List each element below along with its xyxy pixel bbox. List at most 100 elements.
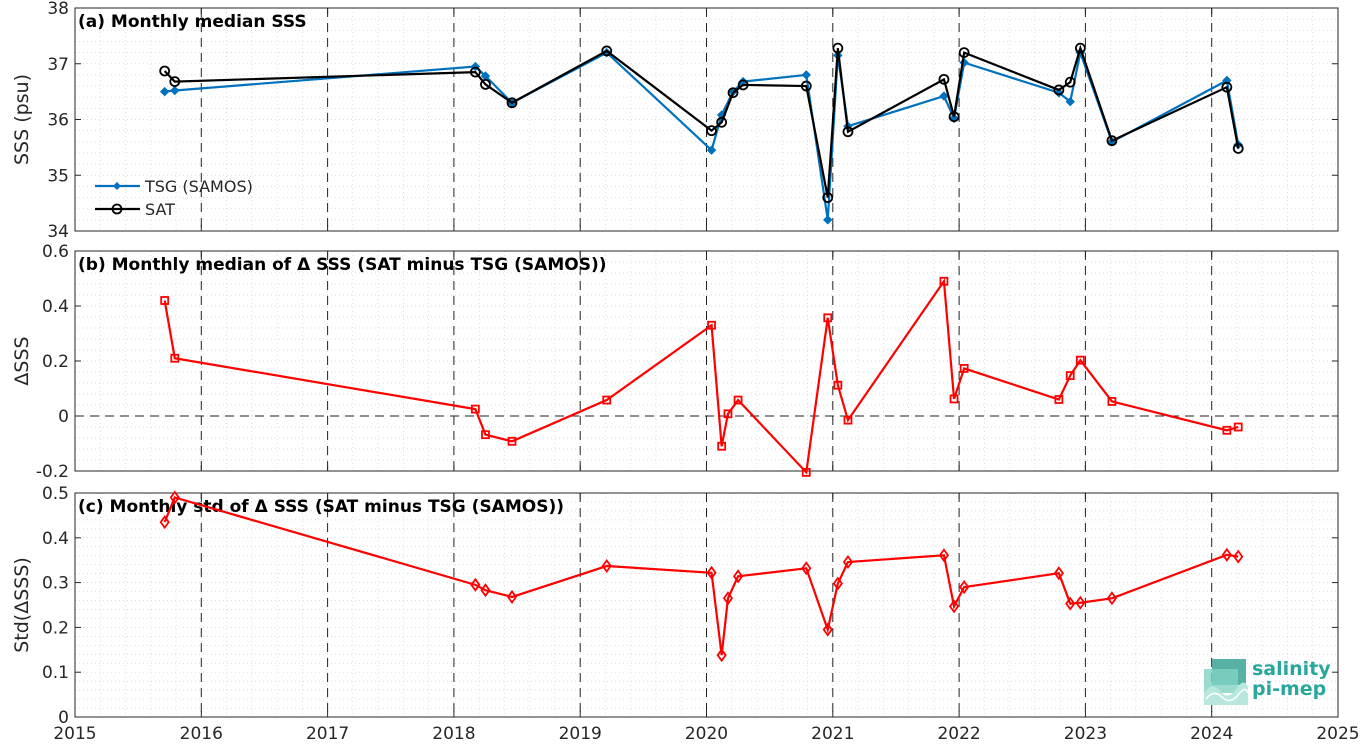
data-point — [602, 395, 612, 405]
data-point — [1106, 135, 1118, 147]
data-point — [1054, 395, 1064, 404]
data-point — [727, 87, 739, 99]
data-point — [506, 97, 518, 109]
data-point — [1053, 84, 1065, 96]
y-tick-label: 0.1 — [42, 663, 69, 683]
data-point — [1107, 397, 1117, 406]
data-point — [170, 85, 180, 96]
data-point — [959, 580, 970, 595]
data-point — [469, 66, 481, 78]
y-axis-label: SSS (psu) — [11, 74, 33, 165]
y-tick-label: 38 — [47, 0, 69, 19]
data-point — [169, 76, 181, 87]
data-point — [1065, 596, 1076, 611]
data-point — [842, 126, 854, 138]
y-tick-label: 0.6 — [42, 242, 69, 262]
x-tick-label: 2023 — [1064, 724, 1107, 744]
x-tick-label: 2024 — [1190, 724, 1233, 744]
y-tick-label: 37 — [47, 55, 69, 75]
data-point — [823, 215, 833, 225]
wave-logo-icon — [1204, 659, 1249, 705]
data-point — [823, 313, 833, 323]
legend-label: SAT — [145, 200, 175, 219]
data-point — [601, 558, 612, 574]
data-point — [723, 409, 733, 419]
data-point — [939, 91, 949, 101]
data-point — [958, 47, 970, 58]
x-tick-label: 2016 — [180, 724, 223, 744]
data-point — [601, 45, 613, 57]
panel-title: (b) Monthly median of Δ SSS (SAT minus T… — [78, 255, 607, 275]
data-point — [170, 353, 180, 363]
y-tick-label: 0.3 — [42, 574, 69, 594]
panel-b-delta-sss: -0.2 0 0.2 0.4 0.6 ΔSSS (b) Monthly median of … — [11, 242, 1339, 482]
data-point — [1053, 566, 1064, 581]
x-tick-label: 2020 — [685, 724, 728, 744]
data-point — [159, 86, 170, 97]
data-point — [737, 79, 749, 91]
data-point — [706, 565, 717, 580]
y-axis-label: ΔSSS — [11, 336, 33, 385]
data-point — [1074, 42, 1086, 54]
data-point — [938, 548, 950, 563]
legend-marker — [111, 203, 123, 215]
x-tick-label: 2025 — [1316, 724, 1359, 744]
data-point — [938, 73, 950, 85]
data-point — [949, 394, 959, 404]
data-point — [801, 70, 811, 80]
data-point — [948, 599, 960, 614]
data-point — [1064, 76, 1076, 88]
data-point — [800, 80, 812, 92]
data-point — [801, 561, 812, 576]
y-tick-label: 0 — [58, 708, 69, 728]
x-tick-label: 2021 — [811, 724, 854, 744]
data-point — [159, 65, 171, 77]
logo-text-pi-mep: pi-mep — [1252, 678, 1327, 700]
legend-label: TSG (SAMOS) — [144, 177, 253, 196]
salinity-pi-mep-logo: salinity pi-mep — [1202, 657, 1342, 707]
x-tick-label: 2019 — [559, 724, 602, 744]
data-point — [716, 116, 728, 128]
data-point — [1233, 422, 1243, 432]
data-point — [507, 436, 517, 446]
data-point — [732, 569, 744, 584]
y-axis-label: Std(ΔSSS) — [11, 557, 33, 653]
x-tick-label: 2018 — [432, 724, 475, 744]
panel-title: (c) Monthly std of Δ SSS (SAT minus TSG … — [78, 497, 564, 517]
data-point — [480, 583, 491, 598]
data-point — [470, 404, 480, 414]
data-point — [506, 589, 518, 604]
data-point — [1075, 595, 1086, 610]
series-line — [163, 44, 1240, 198]
data-point — [707, 320, 716, 330]
data-point — [470, 577, 481, 592]
series-line — [163, 496, 1239, 656]
data-point — [1065, 371, 1075, 380]
panel-c-std-delta-sss: 0 0.1 0.2 0.3 0.4 0.5 2015 2016 2017 2018 2019 2020… — [11, 484, 1360, 744]
x-tick-label: 2015 — [53, 724, 96, 744]
data-point — [959, 364, 969, 373]
legend-marker — [113, 182, 121, 190]
data-point — [832, 576, 843, 591]
panel-a-sss: 34 35 36 37 38 SSS (psu) (a) Monthly median SS… — [11, 0, 1339, 242]
data-point — [939, 276, 949, 286]
data-point — [833, 380, 843, 390]
logo-text-salinity: salinity — [1252, 658, 1331, 680]
data-point — [1222, 425, 1232, 435]
y-tick-label: 0.5 — [42, 484, 69, 504]
data-point — [706, 145, 717, 155]
data-point — [733, 395, 743, 405]
x-tick-label: 2017 — [306, 724, 349, 744]
data-point — [822, 622, 833, 637]
data-point — [843, 415, 853, 425]
data-point — [1221, 81, 1233, 93]
data-point — [722, 591, 734, 606]
data-point — [1232, 143, 1244, 154]
y-tick-label: 0.4 — [42, 297, 69, 317]
y-tick-label: 0 — [58, 407, 69, 427]
y-tick-label: 34 — [47, 222, 69, 242]
data-point — [169, 490, 180, 505]
data-point — [160, 296, 170, 305]
data-point — [481, 430, 490, 440]
